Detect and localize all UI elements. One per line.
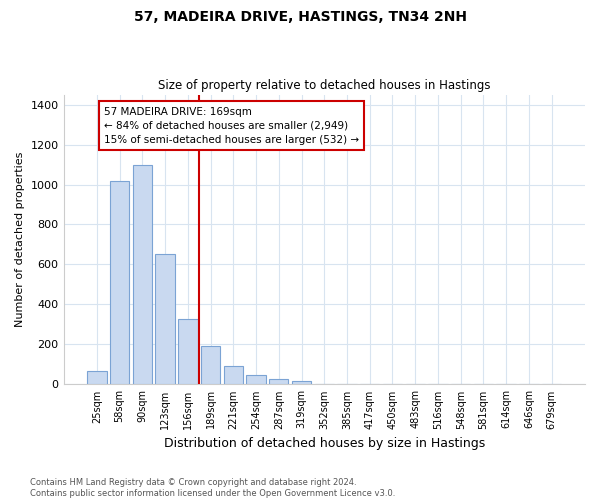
Text: 57, MADEIRA DRIVE, HASTINGS, TN34 2NH: 57, MADEIRA DRIVE, HASTINGS, TN34 2NH	[133, 10, 467, 24]
Title: Size of property relative to detached houses in Hastings: Size of property relative to detached ho…	[158, 79, 491, 92]
Bar	[247, 375, 266, 384]
Bar	[292, 381, 311, 384]
Bar	[87, 372, 107, 384]
Bar	[269, 380, 289, 384]
Text: 57 MADEIRA DRIVE: 169sqm
← 84% of detached houses are smaller (2,949)
15% of sem: 57 MADEIRA DRIVE: 169sqm ← 84% of detach…	[104, 106, 359, 144]
Bar	[224, 366, 243, 384]
Text: Contains HM Land Registry data © Crown copyright and database right 2024.
Contai: Contains HM Land Registry data © Crown c…	[30, 478, 395, 498]
Bar	[178, 320, 197, 384]
Bar	[201, 346, 220, 385]
Bar	[133, 164, 152, 384]
Bar	[110, 180, 130, 384]
X-axis label: Distribution of detached houses by size in Hastings: Distribution of detached houses by size …	[164, 437, 485, 450]
Y-axis label: Number of detached properties: Number of detached properties	[15, 152, 25, 327]
Bar	[155, 254, 175, 384]
